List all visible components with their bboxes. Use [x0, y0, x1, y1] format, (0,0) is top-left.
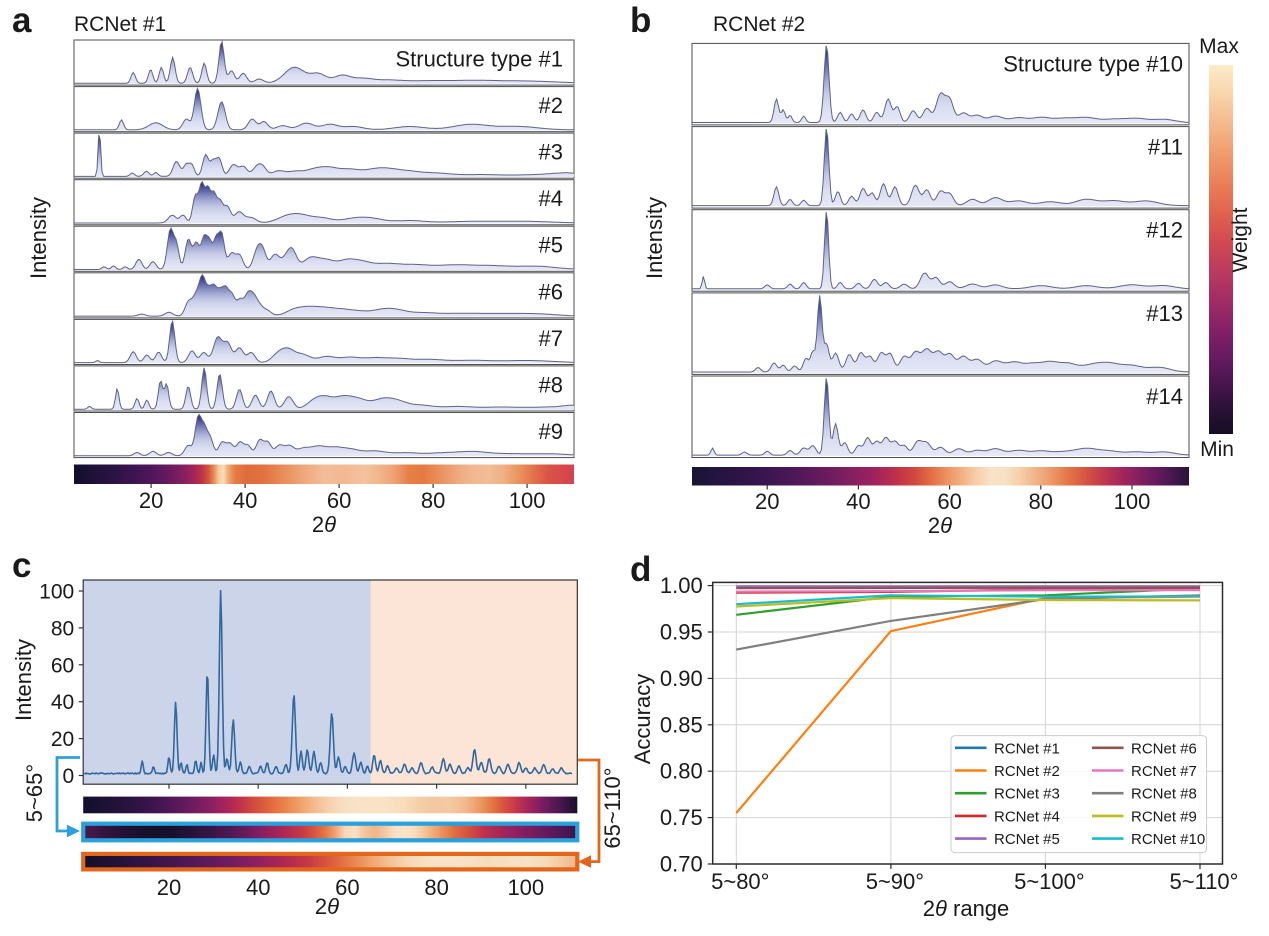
svg-text:RCNet #7: RCNet #7	[1131, 763, 1197, 780]
svg-text:RCNet #1: RCNet #1	[994, 740, 1060, 757]
svg-text:20: 20	[755, 489, 779, 514]
svg-text:40: 40	[51, 691, 74, 714]
svg-text:80: 80	[1029, 489, 1053, 514]
svg-text:#11: #11	[1148, 135, 1183, 160]
svg-text:d: d	[630, 550, 651, 589]
svg-text:#8: #8	[539, 372, 563, 397]
svg-text:RCNet #2: RCNet #2	[713, 13, 805, 36]
svg-text:2θ: 2θ	[928, 513, 952, 538]
svg-text:80: 80	[424, 875, 448, 900]
svg-text:#9: #9	[539, 419, 563, 444]
svg-text:Accuracy: Accuracy	[630, 674, 655, 764]
svg-text:#12: #12	[1146, 218, 1183, 243]
svg-text:0.70: 0.70	[660, 852, 703, 877]
svg-text:60: 60	[51, 654, 74, 677]
svg-text:5~80°: 5~80°	[711, 869, 769, 894]
svg-text:80: 80	[51, 617, 74, 640]
svg-text:RCNet #5: RCNet #5	[994, 831, 1060, 848]
svg-text:40: 40	[233, 488, 257, 513]
svg-text:Min: Min	[1200, 438, 1234, 461]
svg-text:Intensity: Intensity	[26, 197, 51, 279]
svg-text:0.75: 0.75	[660, 805, 703, 830]
svg-text:20: 20	[51, 728, 74, 751]
svg-text:Intensity: Intensity	[642, 197, 667, 279]
svg-text:100: 100	[1114, 489, 1151, 514]
svg-text:20: 20	[157, 875, 181, 900]
svg-text:Weight: Weight	[1229, 207, 1252, 272]
svg-text:5~110°: 5~110°	[1170, 869, 1239, 894]
svg-text:100: 100	[39, 581, 74, 604]
svg-text:b: b	[630, 1, 651, 40]
svg-text:RCNet #2: RCNet #2	[994, 763, 1060, 780]
svg-text:RCNet #8: RCNet #8	[1131, 786, 1197, 803]
svg-text:60: 60	[335, 875, 359, 900]
svg-text:Max: Max	[1199, 35, 1239, 58]
svg-text:5~100°: 5~100°	[1014, 869, 1085, 894]
svg-text:RCNet #1: RCNet #1	[74, 13, 166, 36]
svg-text:65~110°: 65~110°	[600, 767, 625, 848]
svg-text:#2: #2	[539, 93, 563, 118]
svg-text:100: 100	[507, 875, 544, 900]
svg-text:0.90: 0.90	[660, 666, 703, 691]
svg-text:5~90°: 5~90°	[866, 869, 924, 894]
svg-text:0.85: 0.85	[660, 712, 703, 737]
svg-text:#7: #7	[539, 326, 563, 351]
svg-text:40: 40	[846, 489, 870, 514]
svg-text:60: 60	[327, 488, 351, 513]
svg-text:0: 0	[63, 765, 75, 788]
svg-text:#4: #4	[539, 186, 563, 211]
svg-text:#5: #5	[539, 233, 563, 258]
svg-text:RCNet #4: RCNet #4	[994, 808, 1060, 825]
svg-text:a: a	[12, 1, 32, 40]
svg-text:60: 60	[937, 489, 961, 514]
svg-text:2θ range: 2θ range	[923, 896, 1010, 921]
svg-text:100: 100	[509, 488, 546, 513]
svg-text:2θ: 2θ	[315, 894, 339, 919]
svg-text:RCNet #6: RCNet #6	[1131, 740, 1197, 757]
svg-text:5~65°: 5~65°	[22, 764, 47, 822]
svg-text:0.80: 0.80	[660, 759, 703, 784]
svg-text:RCNet #10: RCNet #10	[1131, 831, 1205, 848]
svg-text:#3: #3	[539, 140, 563, 165]
svg-text:40: 40	[246, 875, 270, 900]
svg-text:1.00: 1.00	[660, 573, 703, 598]
svg-text:c: c	[12, 546, 31, 585]
svg-text:#6: #6	[539, 279, 563, 304]
svg-text:Structure type #10: Structure type #10	[1003, 51, 1183, 76]
svg-text:RCNet #3: RCNet #3	[994, 786, 1060, 803]
svg-text:#14: #14	[1146, 384, 1183, 409]
svg-text:20: 20	[139, 488, 163, 513]
svg-text:Structure type #1: Structure type #1	[395, 47, 563, 72]
svg-text:0.95: 0.95	[660, 620, 703, 645]
svg-text:RCNet #9: RCNet #9	[1131, 808, 1197, 825]
svg-text:2θ: 2θ	[312, 512, 336, 537]
svg-text:Intensity: Intensity	[11, 639, 36, 721]
svg-text:#13: #13	[1146, 301, 1183, 326]
svg-text:80: 80	[421, 488, 445, 513]
